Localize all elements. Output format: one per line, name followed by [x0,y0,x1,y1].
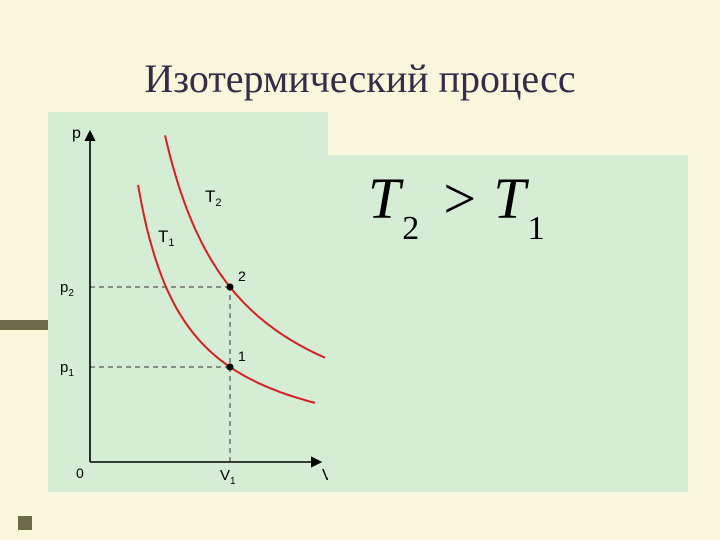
slide-corner-mark [18,516,32,530]
point-1 [227,364,234,371]
isotherm-T1 [138,185,315,403]
pv-isotherm-chart: T1T2Vp0p1p2V112 [48,112,328,492]
isotherm-T2 [165,135,325,357]
y-axis-label: p [72,125,81,142]
formula-rhs-sub: 1 [528,210,545,247]
y-tick-label: p2 [60,279,74,299]
formula-rhs-var: T [493,166,525,231]
formula-panel: T2 > T1 [328,155,688,492]
origin-label: 0 [76,465,84,481]
slide-title: Изотермический процесс [0,55,720,102]
point-label-2: 2 [238,268,246,284]
formula-operator: > [440,166,479,231]
y-tick-label: p1 [60,359,74,379]
slide-accent-bar [0,320,48,330]
temperature-inequality: T2 > T1 [368,165,551,240]
formula-lhs-var: T [368,166,400,231]
isotherm-label-T2: T2 [205,187,222,209]
isotherm-label-T1: T1 [158,227,175,249]
point-label-1: 1 [238,348,246,364]
point-2 [227,284,234,291]
x-tick-label: V1 [220,467,236,487]
formula-lhs-sub: 2 [402,210,419,247]
